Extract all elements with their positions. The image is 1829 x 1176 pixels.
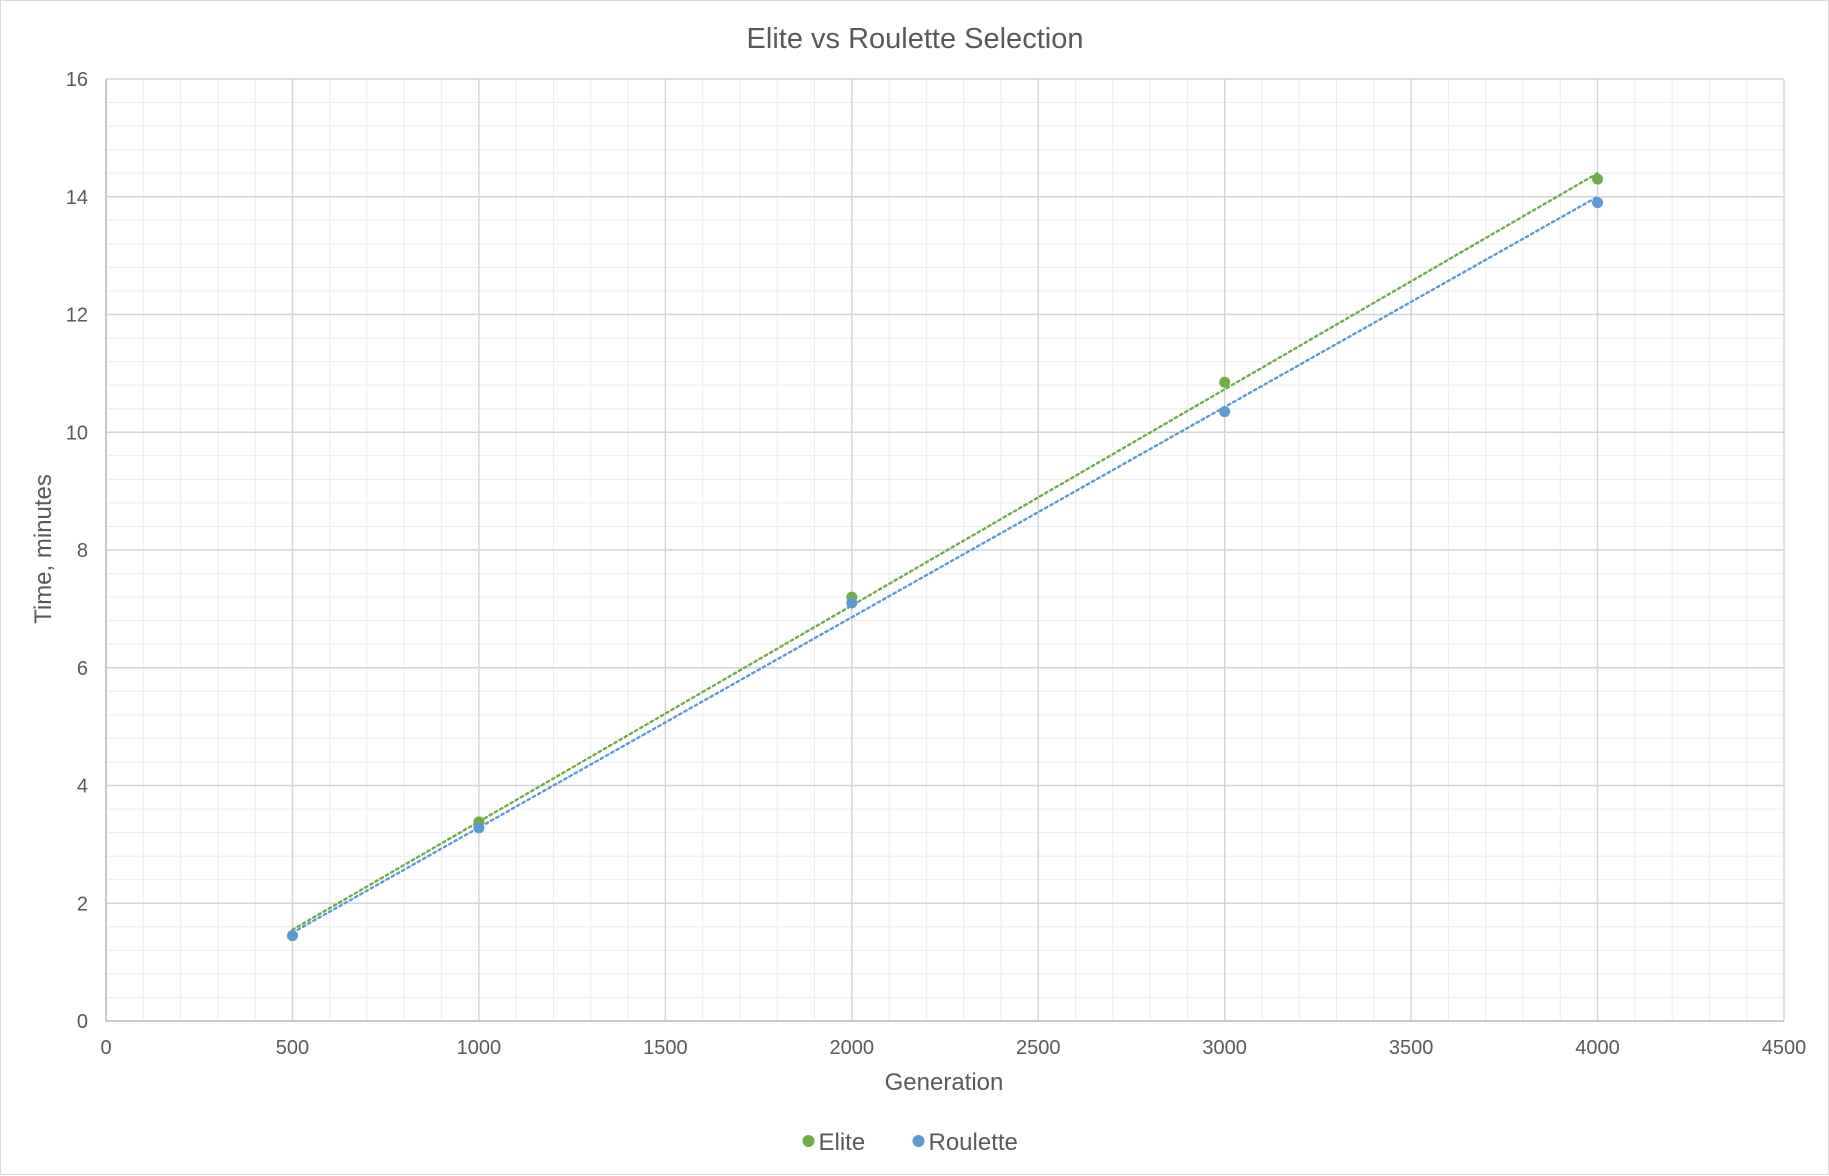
elite-point	[1219, 376, 1231, 388]
y-tick-label: 16	[66, 69, 88, 91]
y-tick-label: 10	[66, 422, 88, 444]
elite-point	[1592, 173, 1604, 185]
y-tick-label: 8	[77, 540, 88, 562]
x-tick-label: 3500	[1389, 1037, 1434, 1059]
legend-marker-roulette	[912, 1135, 925, 1147]
x-tick-label: 3000	[1202, 1037, 1247, 1059]
data-points	[286, 173, 1604, 942]
x-tick-label: 4000	[1575, 1037, 1620, 1059]
roulette-point	[473, 822, 485, 834]
y-tick-label: 0	[77, 1011, 88, 1033]
y-tick-label: 12	[66, 305, 88, 327]
legend-marker-elite	[802, 1135, 815, 1147]
x-tick-label: 1500	[643, 1037, 688, 1059]
y-tick-label: 6	[77, 658, 88, 680]
x-tick-label: 2000	[830, 1037, 875, 1059]
x-tick-label: 4500	[1762, 1037, 1807, 1059]
trend-lines	[291, 171, 1599, 934]
legend-label-elite: Elite	[819, 1129, 866, 1156]
x-tick-label: 2500	[1016, 1037, 1061, 1059]
y-tick-labels: 0 2 4 6 8 10 12 14 16	[66, 69, 88, 1033]
axis-lines	[105, 79, 1784, 1022]
legend-label-roulette: Roulette	[929, 1129, 1018, 1156]
roulette-point	[846, 597, 858, 609]
roulette-point	[1219, 406, 1231, 418]
y-axis-title: Time, minutes	[30, 474, 57, 624]
y-tick-label: 4	[77, 776, 88, 798]
x-tick-labels: 0 500 1000 1500 2000 2500 3000 3500 4000 4500	[100, 1037, 1806, 1059]
x-tick-label: 1000	[457, 1037, 502, 1059]
x-tick-label: 0	[100, 1037, 111, 1059]
roulette-point	[1592, 197, 1604, 209]
x-tick-label: 500	[276, 1037, 309, 1059]
y-tick-label: 14	[66, 187, 88, 209]
elite-trendline	[291, 171, 1599, 931]
legend: Elite Roulette	[802, 1129, 1018, 1156]
roulette-point	[286, 930, 298, 942]
y-tick-label: 2	[77, 893, 88, 915]
x-axis-title: Generation	[885, 1069, 1004, 1096]
roulette-trendline	[291, 195, 1599, 934]
chart-title: Elite vs Roulette Selection	[747, 23, 1084, 55]
